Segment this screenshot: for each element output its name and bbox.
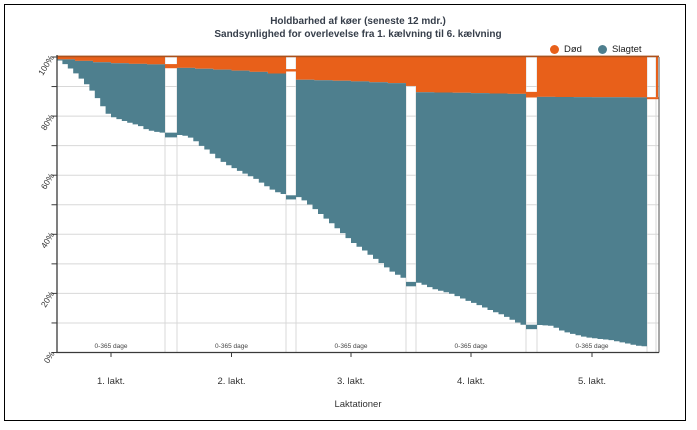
right-edge-dead-hline [647, 97, 659, 100]
x-axis-tick-label: 3. lakt. [337, 376, 365, 387]
legend: Død Slagtet [550, 44, 642, 55]
figure-border [4, 4, 686, 421]
interval-label: 0-365 dage [575, 343, 609, 350]
gap-dead-bridge-3 [406, 57, 416, 86]
gap-slaughtered-bridge-3 [406, 281, 416, 287]
interval-label: 0-365 dage [454, 343, 488, 350]
x-axis-title: Laktationer [334, 399, 382, 410]
interval-label: 0-365 dage [94, 343, 128, 350]
legend-label: Død [564, 44, 582, 55]
slaughtered-area-lact-4 [416, 92, 526, 328]
chart-subtitle: Sandsynlighed for overlevelse fra 1. kæl… [214, 29, 502, 40]
dead-area-lact-2 [177, 57, 286, 76]
x-axis-tick-label: 4. lakt. [457, 376, 485, 387]
slaughtered-area-lact-5 [537, 96, 647, 347]
top-edge-line [57, 55, 659, 58]
slaughtered-area-lact-2 [177, 67, 286, 196]
dead-area-lact-1 [57, 57, 165, 65]
gap-slaughtered-bridge-2 [286, 195, 296, 200]
legend-dot-icon [597, 45, 607, 54]
dead-area-lact-3 [296, 57, 406, 86]
legend-dot-icon [550, 45, 559, 54]
x-axis-tick-label: 1. lakt. [97, 376, 125, 387]
x-axis-tick-label: 2. lakt. [217, 376, 246, 387]
slaughtered-area-lact-1 [57, 59, 165, 134]
slaughtered-area-lact-3 [296, 79, 406, 281]
gap-dead-bridge-4 [526, 91, 537, 98]
legend-item-0: Død [550, 44, 582, 55]
gap-slaughtered-bridge-1 [165, 132, 177, 138]
chart-title: Holdbarhed af køer (seneste 12 mdr.) [270, 16, 446, 27]
legend-label: Slagtet [611, 44, 642, 55]
interval-label: 0-365 dage [215, 343, 248, 350]
dead-area-lact-5 [537, 57, 647, 98]
legend-item-1: Slagtet [597, 44, 642, 55]
dead-area-lact-4 [416, 57, 526, 95]
gap-slaughtered-bridge-4 [526, 324, 537, 330]
right-edge-dead-vline [656, 57, 658, 98]
x-axis-tick-label: 5. lakt. [578, 376, 606, 387]
gap-dead-bridge-2 [286, 69, 296, 72]
interval-label: 0-365 dage [334, 343, 368, 350]
gap-dead-bridge-1 [165, 64, 177, 69]
